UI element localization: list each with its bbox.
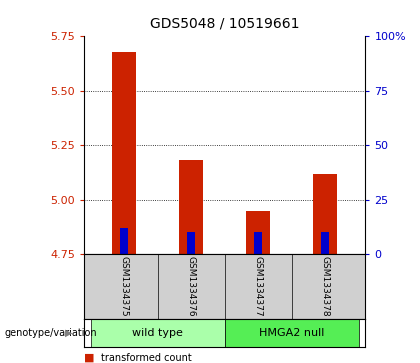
Bar (313, 174, 337, 254)
Text: transformed count: transformed count (101, 352, 192, 363)
Text: GSM1334376: GSM1334376 (187, 256, 196, 317)
Text: GSM1334378: GSM1334378 (321, 256, 330, 317)
Text: ■: ■ (84, 352, 98, 363)
Bar (120, 228, 128, 254)
Text: GSM1334375: GSM1334375 (120, 256, 129, 317)
Title: GDS5048 / 10519661: GDS5048 / 10519661 (150, 17, 299, 31)
Text: HMGA2 null: HMGA2 null (259, 328, 324, 338)
Text: genotype/variation: genotype/variation (4, 328, 97, 338)
Text: wild type: wild type (132, 328, 183, 338)
Bar (254, 232, 262, 254)
Bar (321, 232, 329, 254)
Text: GSM1334377: GSM1334377 (254, 256, 262, 317)
Text: ▶: ▶ (65, 328, 73, 338)
Bar (179, 160, 203, 254)
Bar (247, 211, 270, 254)
Bar (113, 52, 136, 254)
Bar (91, 319, 225, 347)
Bar (225, 319, 359, 347)
Bar (187, 232, 195, 254)
